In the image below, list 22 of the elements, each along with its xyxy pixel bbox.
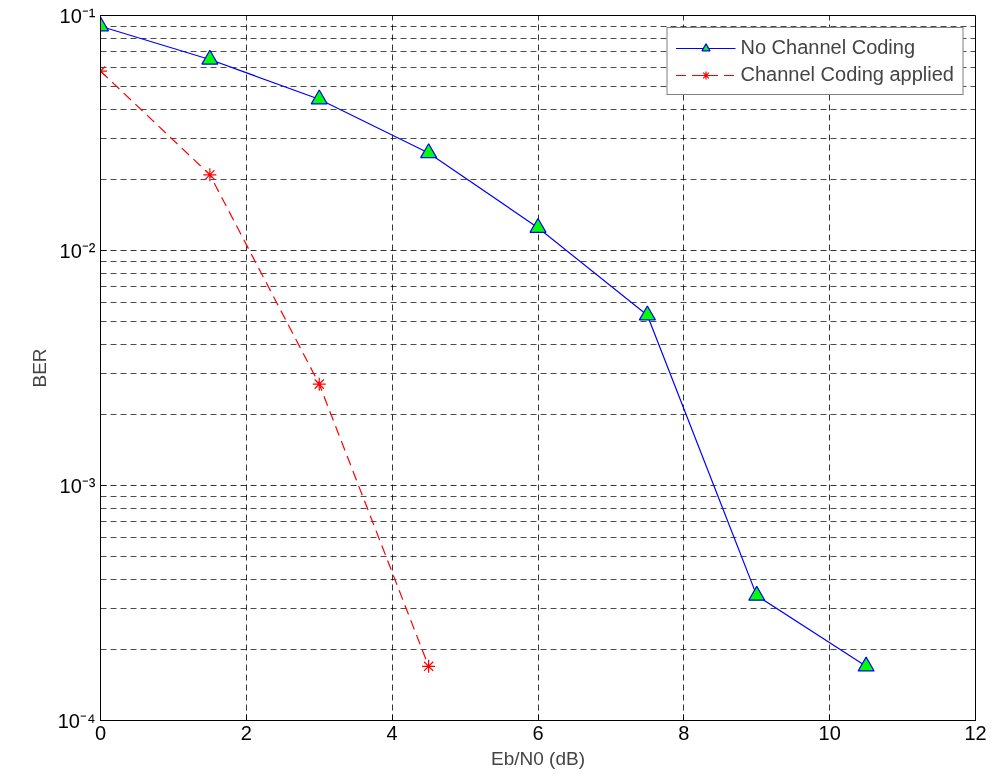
x-tick-label: 0 xyxy=(94,721,107,744)
x-tick-label: 8 xyxy=(678,721,690,744)
point xyxy=(310,89,328,105)
point xyxy=(201,49,219,65)
point xyxy=(529,217,547,233)
y-tick-label: 10⁻⁴ xyxy=(57,709,96,732)
point xyxy=(857,656,875,672)
point xyxy=(420,143,438,159)
legend-label: No Channel Coding xyxy=(740,36,916,59)
x-tick-label: 2 xyxy=(240,721,252,744)
y-tick-label: 10⁻³ xyxy=(59,474,96,497)
point xyxy=(748,585,766,601)
y-tick-label: 10⁻¹ xyxy=(59,4,96,27)
legend-label: Channel Coding applied xyxy=(740,63,954,86)
x-axis-title: Eb/N0 (dB) xyxy=(491,747,585,769)
point xyxy=(638,305,656,321)
y-tick-label: 10⁻² xyxy=(59,239,96,262)
x-tick-label: 6 xyxy=(532,721,544,744)
y-axis-title: BER xyxy=(28,348,50,388)
x-tick-label: 12 xyxy=(964,721,987,744)
x-tick-label: 4 xyxy=(386,721,398,744)
x-tick-label: 10 xyxy=(818,721,841,744)
